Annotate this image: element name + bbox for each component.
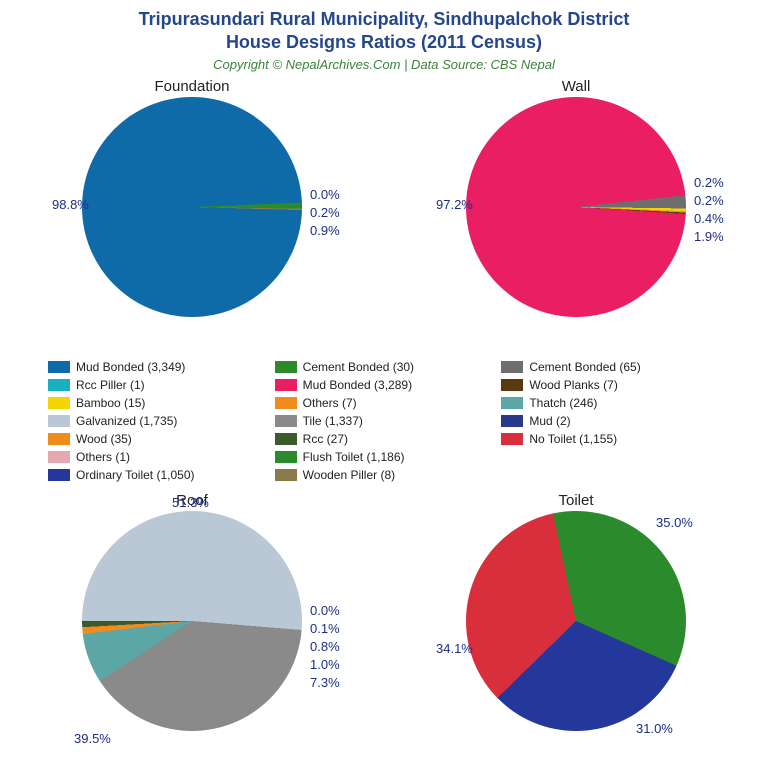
wall-pct-label: 1.9% xyxy=(694,229,724,244)
legend-swatch xyxy=(501,415,523,427)
wall-pct-label: 97.2% xyxy=(436,197,473,212)
roof-pct-label: 0.1% xyxy=(310,621,340,636)
legend-label: Bamboo (15) xyxy=(76,396,145,410)
legend-item: Others (7) xyxy=(275,394,494,412)
toilet-title: Toilet xyxy=(558,492,593,509)
roof-pct-label: 39.5% xyxy=(74,731,111,746)
legend-swatch xyxy=(275,379,297,391)
legend-item: Rcc (27) xyxy=(275,430,494,448)
wall-pie-wrap: 97.2%0.2%0.2%0.4%1.9% xyxy=(466,97,686,317)
roof-pct-label: 1.0% xyxy=(310,657,340,672)
legend-item: Wood (35) xyxy=(48,430,267,448)
legend-item: Rcc Piller (1) xyxy=(48,376,267,394)
roof-pct-label: 51.3% xyxy=(172,495,209,510)
roof-pct-label: 0.0% xyxy=(310,603,340,618)
foundation-pct-label: 0.9% xyxy=(310,223,340,238)
legend-label: Cement Bonded (65) xyxy=(529,360,640,374)
legend-swatch xyxy=(275,433,297,445)
legend-label: No Toilet (1,155) xyxy=(529,432,617,446)
toilet-pct-label: 35.0% xyxy=(656,515,693,530)
legend-item: Galvanized (1,735) xyxy=(48,412,267,430)
wall-chart-cell: Wall 97.2%0.2%0.2%0.4%1.9% xyxy=(384,76,768,352)
legend-label: Wood Planks (7) xyxy=(529,378,617,392)
legend-item: Bamboo (15) xyxy=(48,394,267,412)
chart-subtitle: Copyright © NepalArchives.Com | Data Sou… xyxy=(0,57,768,72)
wall-pct-label: 0.2% xyxy=(694,193,724,208)
legend-label: Wooden Piller (8) xyxy=(303,468,395,482)
legend-swatch xyxy=(275,397,297,409)
legend-label: Others (7) xyxy=(303,396,357,410)
legend-label: Wood (35) xyxy=(76,432,132,446)
wall-pct-label: 0.4% xyxy=(694,211,724,226)
legend-swatch xyxy=(275,451,297,463)
title-line2: House Designs Ratios (2011 Census) xyxy=(226,32,542,52)
legend-swatch xyxy=(48,397,70,409)
legend-item: Mud Bonded (3,289) xyxy=(275,376,494,394)
legend-item: Others (1) xyxy=(48,448,267,466)
legend-label: Rcc Piller (1) xyxy=(76,378,145,392)
legend-label: Ordinary Toilet (1,050) xyxy=(76,468,195,482)
legend-item: Thatch (246) xyxy=(501,394,720,412)
legend-item: Ordinary Toilet (1,050) xyxy=(48,466,267,484)
chart-title: Tripurasundari Rural Municipality, Sindh… xyxy=(0,0,768,55)
legend-item: Mud Bonded (3,349) xyxy=(48,358,267,376)
legend: Mud Bonded (3,349) Rcc Piller (1) Bamboo (… xyxy=(0,352,768,490)
legend-item: Cement Bonded (65) xyxy=(501,358,720,376)
foundation-pct-label: 0.0% xyxy=(310,187,340,202)
legend-swatch xyxy=(48,361,70,373)
foundation-pct-label: 0.2% xyxy=(310,205,340,220)
legend-label: Others (1) xyxy=(76,450,130,464)
roof-pct-label: 7.3% xyxy=(310,675,340,690)
roof-chart-cell: Roof 51.3%39.5%0.0%0.1%0.8%1.0%7.3% xyxy=(0,490,384,766)
legend-item: Cement Bonded (30) xyxy=(275,358,494,376)
legend-item: Tile (1,337) xyxy=(275,412,494,430)
legend-swatch xyxy=(275,415,297,427)
legend-swatch xyxy=(48,379,70,391)
legend-swatch xyxy=(501,379,523,391)
legend-label: Mud Bonded (3,349) xyxy=(76,360,185,374)
legend-label: Cement Bonded (30) xyxy=(303,360,414,374)
toilet-pct-label: 31.0% xyxy=(636,721,673,736)
legend-label: Rcc (27) xyxy=(303,432,348,446)
legend-item: Wood Planks (7) xyxy=(501,376,720,394)
legend-label: Tile (1,337) xyxy=(303,414,363,428)
wall-pct-label: 0.2% xyxy=(694,175,724,190)
wall-title: Wall xyxy=(562,78,591,95)
legend-swatch xyxy=(275,361,297,373)
legend-swatch xyxy=(501,397,523,409)
roof-pie xyxy=(82,511,302,731)
foundation-pie xyxy=(82,97,302,317)
roof-pct-label: 0.8% xyxy=(310,639,340,654)
legend-item: Wooden Piller (8) xyxy=(275,466,494,484)
legend-item: Flush Toilet (1,186) xyxy=(275,448,494,466)
roof-pie-wrap: 51.3%39.5%0.0%0.1%0.8%1.0%7.3% xyxy=(82,511,302,731)
legend-label: Flush Toilet (1,186) xyxy=(303,450,405,464)
legend-label: Thatch (246) xyxy=(529,396,597,410)
charts-grid: Foundation 98.8%0.0%0.2%0.9% Wall 97.2%0… xyxy=(0,76,768,766)
toilet-chart-cell: Toilet 35.0%31.0%34.1% xyxy=(384,490,768,766)
legend-swatch xyxy=(501,361,523,373)
foundation-pct-label: 98.8% xyxy=(52,197,89,212)
legend-swatch xyxy=(48,469,70,481)
toilet-pie-wrap: 35.0%31.0%34.1% xyxy=(466,511,686,731)
legend-swatch xyxy=(48,451,70,463)
toilet-pct-label: 34.1% xyxy=(436,641,473,656)
legend-label: Galvanized (1,735) xyxy=(76,414,177,428)
foundation-title: Foundation xyxy=(154,78,229,95)
legend-swatch xyxy=(501,433,523,445)
wall-pie xyxy=(466,97,686,317)
foundation-chart-cell: Foundation 98.8%0.0%0.2%0.9% xyxy=(0,76,384,352)
title-line1: Tripurasundari Rural Municipality, Sindh… xyxy=(139,9,630,29)
toilet-pie xyxy=(466,511,686,731)
legend-item: Mud (2) xyxy=(501,412,720,430)
foundation-pie-wrap: 98.8%0.0%0.2%0.9% xyxy=(82,97,302,317)
legend-label: Mud Bonded (3,289) xyxy=(303,378,412,392)
legend-swatch xyxy=(275,469,297,481)
legend-item: No Toilet (1,155) xyxy=(501,430,720,448)
legend-swatch xyxy=(48,415,70,427)
legend-swatch xyxy=(48,433,70,445)
legend-label: Mud (2) xyxy=(529,414,570,428)
